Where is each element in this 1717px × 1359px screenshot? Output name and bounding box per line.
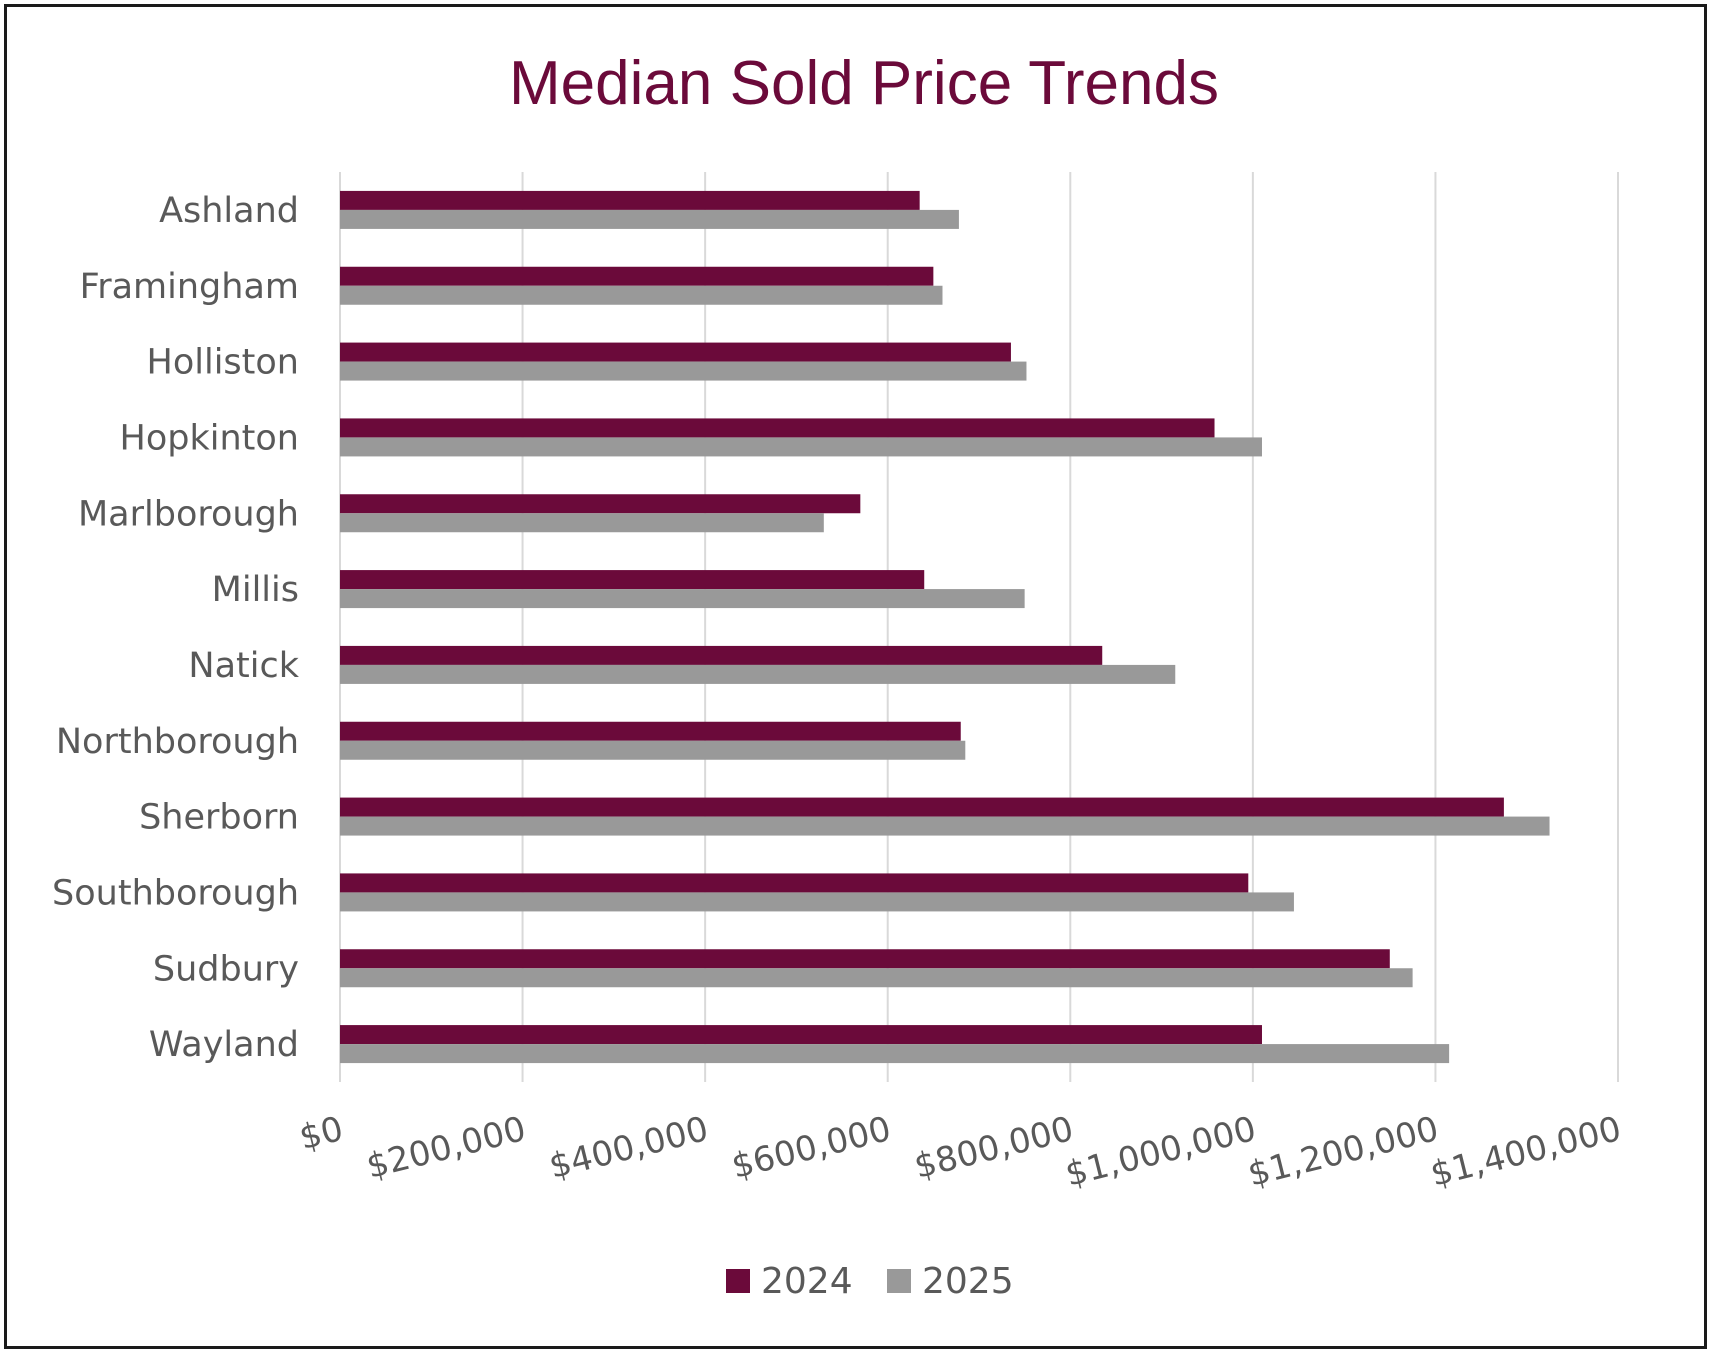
bar-holliston-2025 <box>340 361 1027 381</box>
bar-southborough-2024 <box>340 873 1249 893</box>
bar-sudbury-2024 <box>340 949 1390 969</box>
category-label-southborough: Southborough <box>52 873 299 913</box>
bars <box>340 190 1550 1064</box>
category-labels: Ashland Framingham Holliston Hopkinton Marlb… <box>52 191 300 1065</box>
bar-millis-2024 <box>340 570 925 590</box>
legend: 2024 2025 <box>726 1261 1014 1302</box>
gridlines <box>339 172 1619 1082</box>
bar-holliston-2024 <box>340 342 1011 362</box>
bar-sudbury-2025 <box>340 968 1413 988</box>
x-tick-label-0: $0 <box>296 1109 348 1158</box>
bar-millis-2025 <box>340 589 1025 609</box>
x-tick-label-2: $400,000 <box>545 1109 712 1187</box>
x-tick-label-4: $800,000 <box>910 1109 1077 1187</box>
bar-ashland-2024 <box>340 190 920 210</box>
category-label-wayland: Wayland <box>149 1025 299 1065</box>
x-axis-tick-labels: $0 $200,000 $400,000 $600,000 $800,000$1,000… <box>296 1109 1626 1195</box>
bar-hopkinton-2024 <box>340 418 1215 438</box>
category-label-millis: Millis <box>212 570 299 610</box>
legend-label-2025: 2025 <box>922 1261 1014 1302</box>
bar-chart: Median Sold Price Trends Ashland Framingh… <box>52 49 1626 1302</box>
category-label-natick: Natick <box>188 646 299 686</box>
bar-sherborn-2025 <box>340 816 1550 836</box>
bar-hopkinton-2025 <box>340 437 1262 457</box>
legend-label-2024: 2024 <box>761 1261 853 1302</box>
x-tick-label-6: $1,200,000 <box>1244 1109 1443 1195</box>
bar-sherborn-2024 <box>340 797 1504 817</box>
category-label-ashland: Ashland <box>159 191 299 231</box>
bar-framingham-2024 <box>340 266 934 286</box>
x-tick-label-7: $1,400,000 <box>1427 1109 1626 1195</box>
bar-marlborough-2024 <box>340 494 861 514</box>
bar-wayland-2025 <box>340 1044 1450 1064</box>
category-label-sudbury: Sudbury <box>153 949 299 989</box>
legend-swatch-2024 <box>726 1269 750 1293</box>
bar-natick-2025 <box>340 664 1176 684</box>
category-label-hopkinton: Hopkinton <box>120 418 299 458</box>
category-label-sherborn: Sherborn <box>139 798 299 838</box>
category-label-marlborough: Marlborough <box>78 494 299 534</box>
chart-frame: Median Sold Price Trends Ashland Framingh… <box>4 4 1707 1349</box>
x-tick-label-5: $1,000,000 <box>1061 1109 1260 1195</box>
legend-swatch-2025 <box>887 1269 911 1293</box>
bar-ashland-2025 <box>340 209 959 229</box>
chart-title: Median Sold Price Trends <box>509 49 1219 118</box>
bar-southborough-2025 <box>340 892 1294 912</box>
bar-wayland-2024 <box>340 1025 1262 1045</box>
bar-northborough-2024 <box>340 721 961 741</box>
bar-natick-2024 <box>340 645 1103 665</box>
category-label-holliston: Holliston <box>147 343 299 383</box>
x-tick-label-1: $200,000 <box>363 1109 530 1187</box>
bar-framingham-2025 <box>340 285 943 305</box>
category-label-northborough: Northborough <box>56 722 299 762</box>
bar-marlborough-2025 <box>340 513 824 533</box>
x-tick-label-3: $600,000 <box>728 1109 895 1187</box>
bar-northborough-2025 <box>340 740 966 760</box>
category-label-framingham: Framingham <box>80 267 299 307</box>
